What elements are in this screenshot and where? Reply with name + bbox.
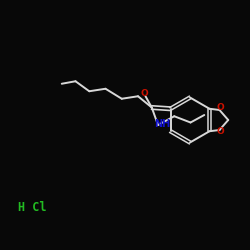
Text: O: O (216, 104, 224, 112)
Text: O: O (140, 89, 148, 98)
Text: O: O (216, 128, 224, 136)
Text: NH: NH (154, 119, 171, 129)
Text: H Cl: H Cl (18, 201, 47, 214)
